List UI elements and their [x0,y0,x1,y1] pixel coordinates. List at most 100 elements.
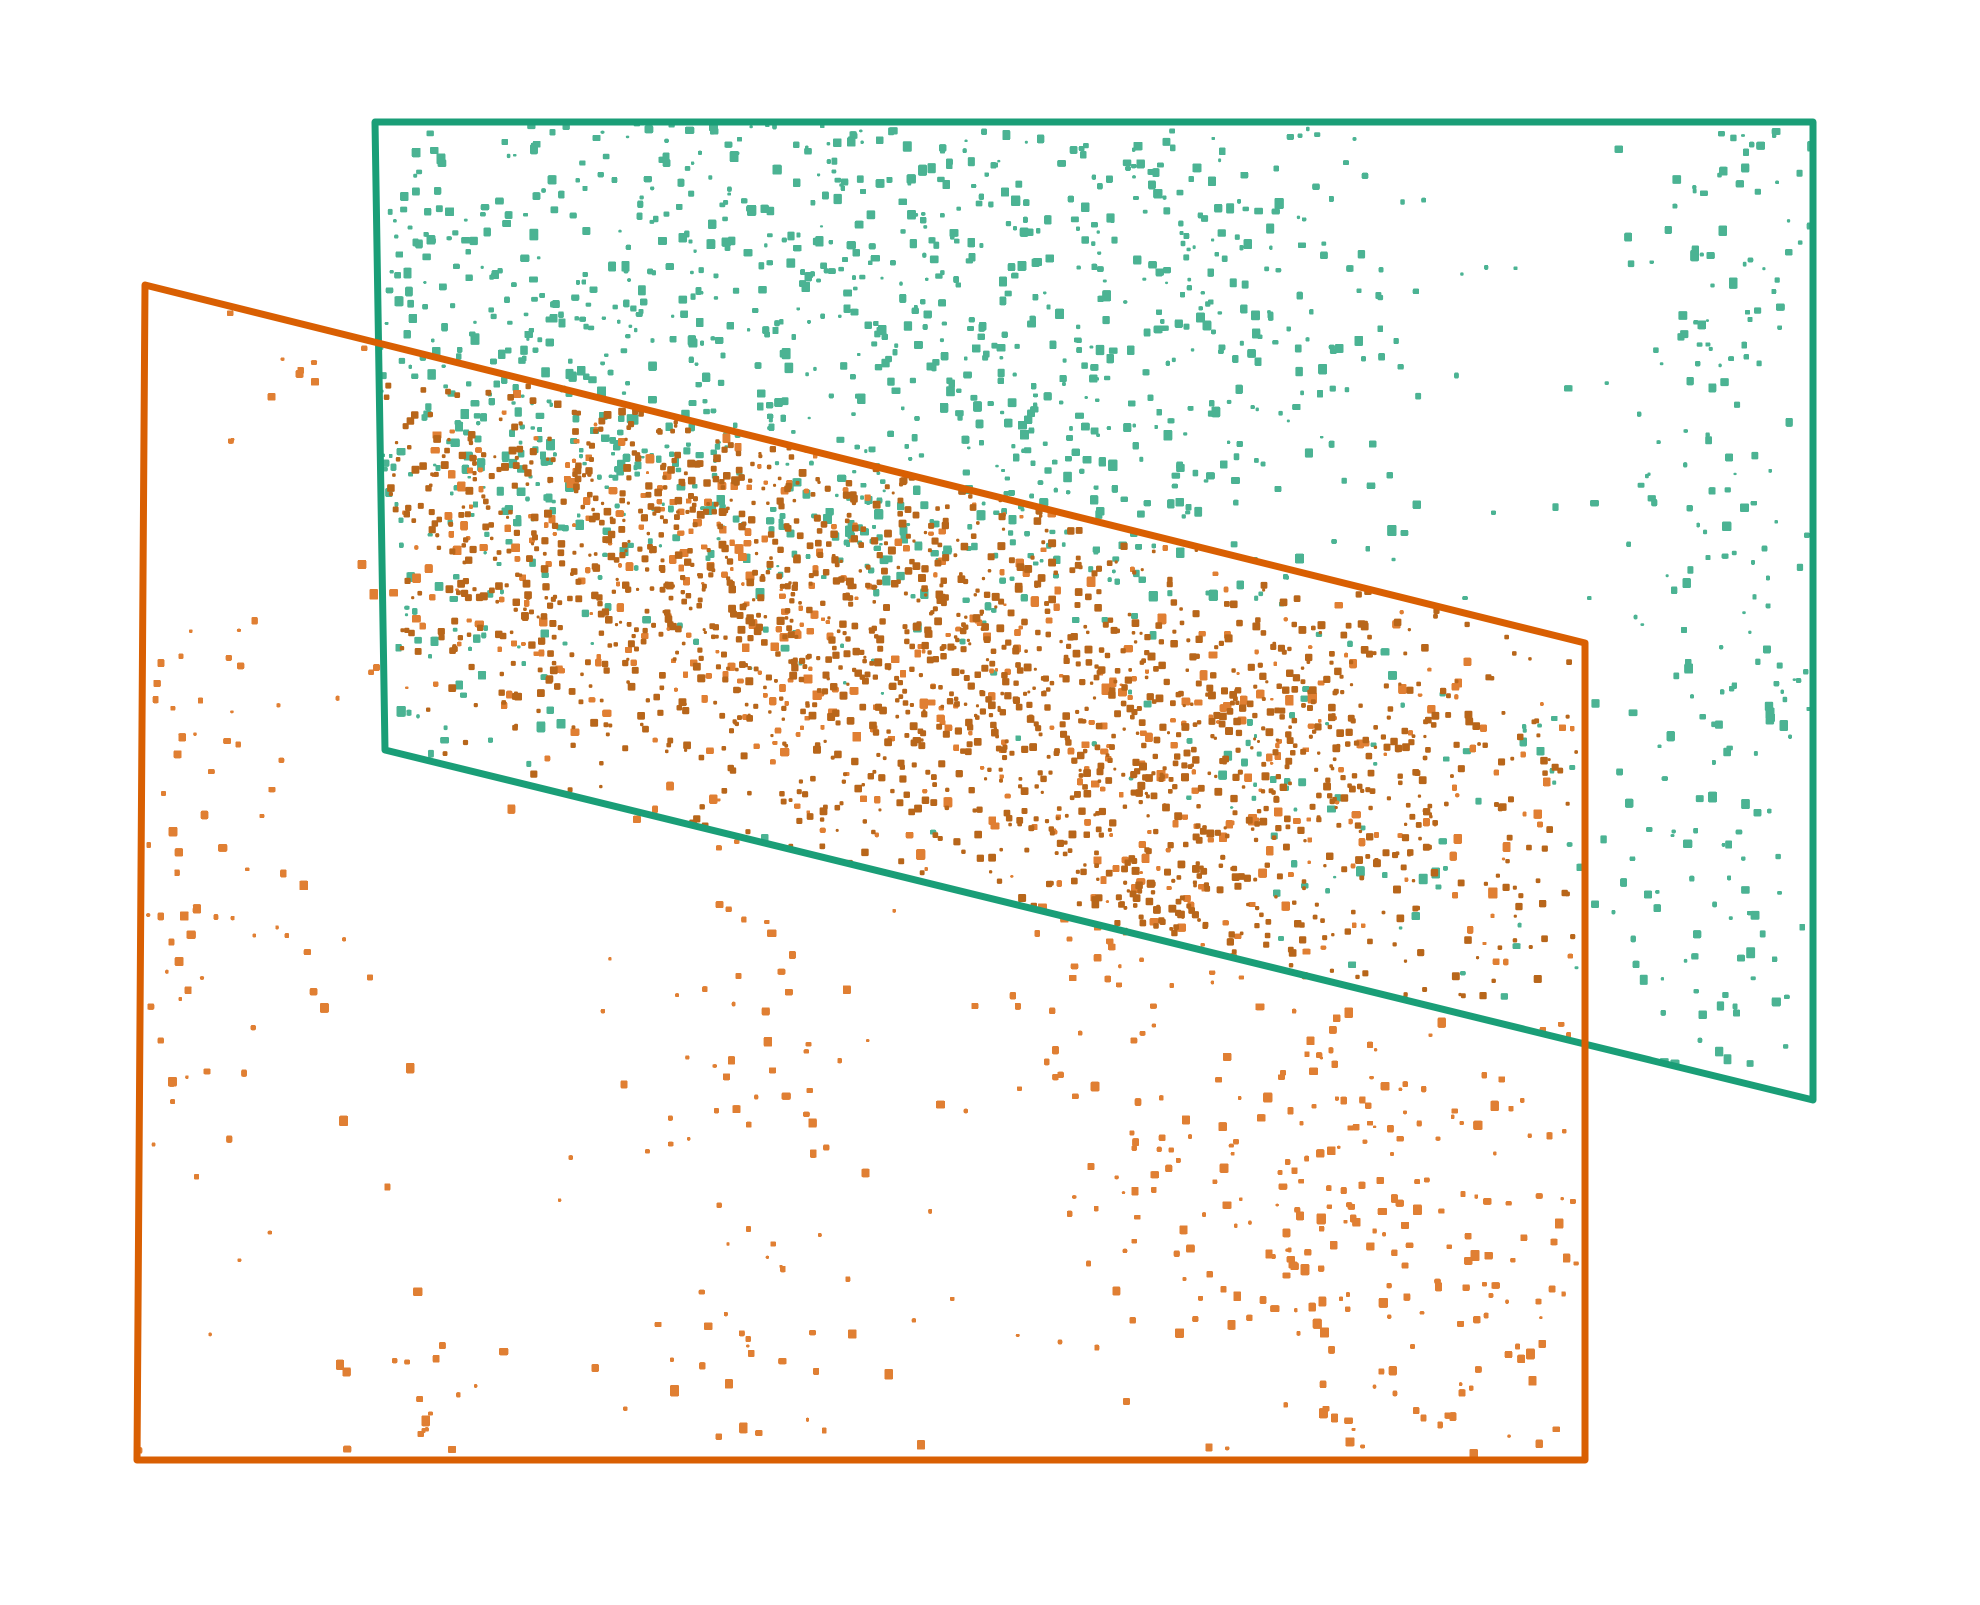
teal-cell [722,216,728,222]
teal-cell [786,258,796,268]
teal-cell [902,141,912,152]
teal-cell [781,348,791,360]
teal-cell [1637,482,1645,488]
teal-cell [703,408,710,415]
teal-cell [474,932,479,936]
teal-cell [543,1028,549,1035]
teal-cell [1628,709,1638,717]
teal-cell [463,218,468,222]
teal-cell [724,246,731,251]
teal-cell [1705,436,1712,445]
teal-cell [946,386,955,397]
teal-cell [1234,234,1240,240]
teal-cell [1111,236,1118,244]
teal-cell [520,941,524,946]
teal-cell [1723,747,1731,757]
teal-cell [911,434,918,442]
teal-cell [1183,254,1190,261]
teal-cell [858,967,862,971]
teal-cell [1344,387,1350,393]
teal-cell [518,440,523,445]
teal-cell [450,303,456,309]
teal-cell [1774,277,1780,283]
teal-cell [1475,797,1482,805]
teal-cell [690,293,696,300]
teal-cell [1063,471,1072,483]
teal-cell [1242,206,1249,212]
teal-cell [541,367,550,378]
teal-cell [1692,1089,1701,1099]
teal-cell [1062,358,1067,363]
teal-cell [1400,199,1405,205]
teal-cell [484,531,490,537]
teal-cell [1640,623,1645,626]
teal-cell [416,169,423,175]
teal-cell [526,760,532,767]
teal-cell [1278,410,1283,416]
teal-cell [1796,169,1803,177]
teal-cell [939,338,944,343]
teal-cell [814,918,821,924]
teal-cell [885,355,892,363]
teal-cell [791,430,796,434]
teal-cell [1604,381,1609,385]
teal-cell [1786,219,1791,223]
teal-cell [1194,506,1203,517]
teal-cell [1245,739,1251,747]
teal-cell [807,416,811,420]
teal-cell [474,932,479,936]
teal-cell [389,835,393,840]
teal-cell [934,1042,940,1047]
teal-cell [1314,132,1321,137]
teal-cell [929,255,939,264]
teal-cell [1723,1054,1732,1065]
teal-cell [1104,375,1111,381]
teal-cell [1296,215,1301,220]
teal-cell [550,206,559,214]
teal-cell [793,882,797,886]
teal-cell [923,225,928,229]
teal-cell [535,412,545,419]
teal-cell [1122,159,1132,167]
teal-cell [1775,853,1781,860]
teal-cell [506,153,511,159]
teal-cell [1741,134,1745,137]
teal-cell [1601,1088,1607,1094]
teal-cell [1695,795,1704,803]
teal-cell [443,384,448,389]
teal-cell [882,489,886,493]
teal-cell [856,175,864,183]
teal-cell [814,918,821,924]
teal-cell [389,835,393,840]
teal-cell [1015,180,1023,188]
teal-cell [1741,886,1750,894]
teal-cell [1075,412,1084,419]
teal-cell [1754,188,1761,195]
teal-cell [1687,566,1694,574]
teal-cell [1750,976,1756,981]
teal-cell [1190,348,1195,352]
teal-cell [970,394,978,401]
teal-cell [1137,510,1145,518]
teal-cell [1754,307,1762,314]
teal-cell [1042,441,1048,446]
teal-cell [781,397,789,406]
teal-cell [1776,662,1783,669]
teal-cell [693,989,697,993]
teal-cell [683,447,691,455]
teal-cell [1181,514,1186,519]
teal-cell [1005,221,1012,227]
teal-cell [404,613,409,617]
teal-cell [1306,126,1310,132]
teal-cell [1591,699,1600,708]
teal-cell [1255,407,1259,412]
teal-cell [793,882,797,886]
teal-cell [957,414,963,421]
teal-cell [675,467,682,473]
teal-cell [885,500,891,507]
teal-cell [661,502,665,507]
teal-cell [1251,795,1257,801]
teal-cell [780,644,790,652]
teal-cell [466,381,472,387]
teal-cell [906,523,911,527]
